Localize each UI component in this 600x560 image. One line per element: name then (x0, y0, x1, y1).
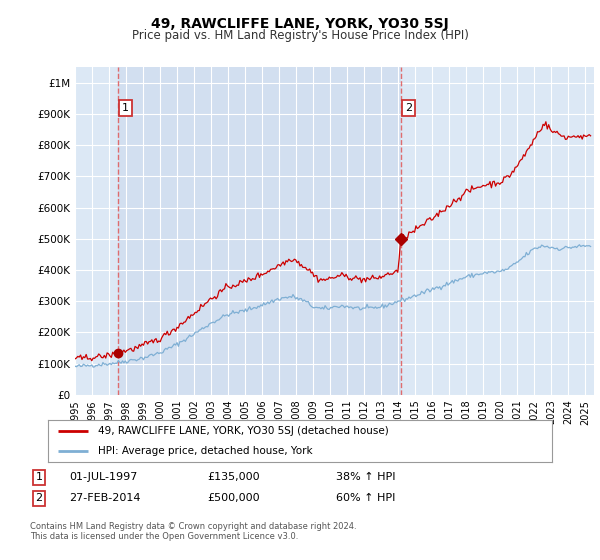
Text: 01-JUL-1997: 01-JUL-1997 (69, 472, 137, 482)
Text: 49, RAWCLIFFE LANE, YORK, YO30 5SJ (detached house): 49, RAWCLIFFE LANE, YORK, YO30 5SJ (deta… (98, 426, 389, 436)
Bar (118, 67, 401, 395)
Text: 2: 2 (405, 103, 412, 113)
Text: 60% ↑ HPI: 60% ↑ HPI (336, 493, 395, 503)
Text: £500,000: £500,000 (207, 493, 260, 503)
Text: This data is licensed under the Open Government Licence v3.0.: This data is licensed under the Open Gov… (30, 532, 298, 541)
Text: HPI: Average price, detached house, York: HPI: Average price, detached house, York (98, 446, 313, 456)
Text: Contains HM Land Registry data © Crown copyright and database right 2024.: Contains HM Land Registry data © Crown c… (30, 522, 356, 531)
Text: £135,000: £135,000 (207, 472, 260, 482)
Text: 49, RAWCLIFFE LANE, YORK, YO30 5SJ: 49, RAWCLIFFE LANE, YORK, YO30 5SJ (151, 17, 449, 31)
Text: 38% ↑ HPI: 38% ↑ HPI (336, 472, 395, 482)
Text: 1: 1 (35, 472, 43, 482)
Text: 2: 2 (35, 493, 43, 503)
Text: 27-FEB-2014: 27-FEB-2014 (69, 493, 140, 503)
Text: Price paid vs. HM Land Registry's House Price Index (HPI): Price paid vs. HM Land Registry's House … (131, 29, 469, 42)
Text: 1: 1 (122, 103, 129, 113)
